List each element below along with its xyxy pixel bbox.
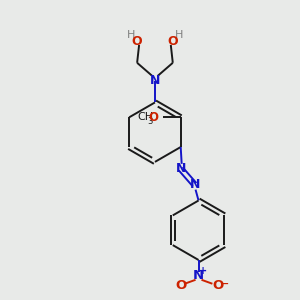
Text: O: O <box>167 34 178 47</box>
Text: −: − <box>221 279 229 289</box>
Text: O: O <box>148 111 158 124</box>
Text: H: H <box>127 30 135 40</box>
Text: O: O <box>175 279 186 292</box>
Text: N: N <box>150 74 160 87</box>
Text: H: H <box>175 30 183 40</box>
Text: N: N <box>176 162 186 175</box>
Text: +: + <box>200 266 208 276</box>
Text: N: N <box>189 178 200 191</box>
Text: O: O <box>132 34 142 47</box>
Text: O: O <box>213 279 224 292</box>
Text: CH: CH <box>137 112 153 122</box>
Text: 3: 3 <box>147 117 153 126</box>
Text: N: N <box>193 269 204 282</box>
